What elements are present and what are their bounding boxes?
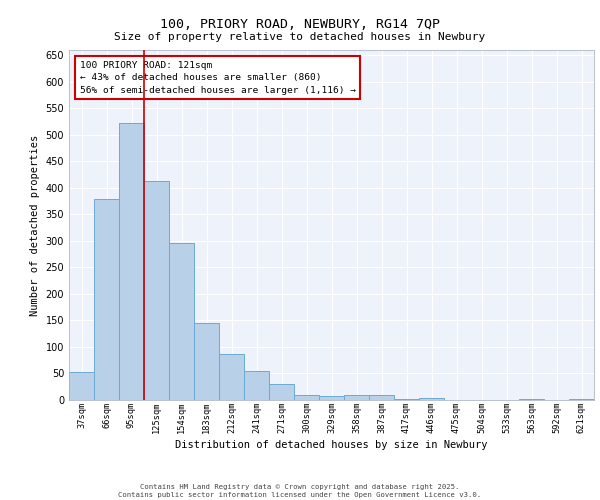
Bar — [244, 371, 269, 400]
Bar — [344, 394, 369, 400]
Y-axis label: Number of detached properties: Number of detached properties — [30, 134, 40, 316]
Bar — [169, 242, 194, 400]
Bar — [294, 395, 319, 400]
Bar — [69, 372, 94, 400]
Bar — [419, 398, 444, 400]
Text: Size of property relative to detached houses in Newbury: Size of property relative to detached ho… — [115, 32, 485, 42]
X-axis label: Distribution of detached houses by size in Newbury: Distribution of detached houses by size … — [175, 440, 488, 450]
Bar — [319, 396, 344, 400]
Bar — [94, 199, 119, 400]
Text: Contains HM Land Registry data © Crown copyright and database right 2025.
Contai: Contains HM Land Registry data © Crown c… — [118, 484, 482, 498]
Bar — [119, 123, 144, 400]
Bar — [269, 384, 294, 400]
Text: 100 PRIORY ROAD: 121sqm
← 43% of detached houses are smaller (860)
56% of semi-d: 100 PRIORY ROAD: 121sqm ← 43% of detache… — [79, 60, 355, 94]
Bar — [219, 354, 244, 400]
Bar — [519, 399, 544, 400]
Bar — [194, 322, 219, 400]
Text: 100, PRIORY ROAD, NEWBURY, RG14 7QP: 100, PRIORY ROAD, NEWBURY, RG14 7QP — [160, 18, 440, 30]
Bar — [369, 394, 394, 400]
Bar — [394, 399, 419, 400]
Bar — [144, 181, 169, 400]
